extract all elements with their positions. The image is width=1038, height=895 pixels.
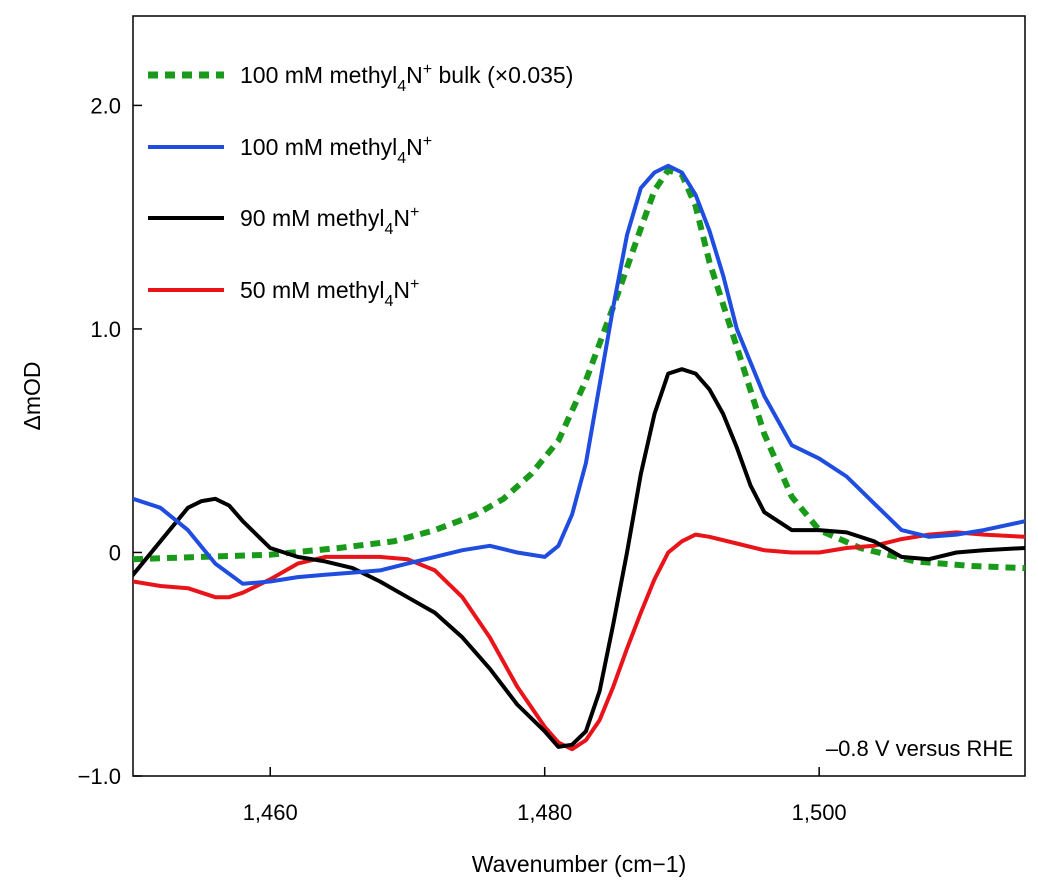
series-line-4 [133, 530, 1025, 752]
x-axis-label: Wavenumber (cm−1) [472, 851, 687, 877]
y-tick-label: 1.0 [90, 317, 121, 342]
series-line-1 [133, 167, 1025, 572]
series-line-3 [133, 367, 1025, 749]
axis-layer: 1,460 1,480 1,500 −1.0 0 1.0 2.0 [78, 93, 847, 825]
y-tick-label: −1.0 [78, 764, 121, 789]
y-tick-label: 0 [109, 540, 121, 565]
y-axis-label: ΔmOD [19, 361, 45, 430]
x-tick-label: 1,500 [792, 800, 847, 825]
series-line-2 [133, 163, 1025, 586]
x-tick-label: 1,480 [517, 800, 572, 825]
legend-label: 100 mM methyl4N+ [240, 133, 432, 167]
legend-label: 100 mM methyl4N+ bulk (×0.035) [240, 61, 573, 95]
y-tick-label: 2.0 [90, 93, 121, 118]
x-tick-label: 1,460 [243, 800, 298, 825]
legend-label: 90 mM methyl4N+ [240, 204, 419, 238]
series-layer [133, 163, 1025, 752]
legend: 100 mM methyl4N+ bulk (×0.035) 100 mM met… [148, 61, 573, 310]
annotation-potential: –0.8 V versus RHE [826, 736, 1013, 761]
plot-frame [132, 15, 1026, 777]
legend-label: 50 mM methyl4N+ [240, 276, 419, 310]
